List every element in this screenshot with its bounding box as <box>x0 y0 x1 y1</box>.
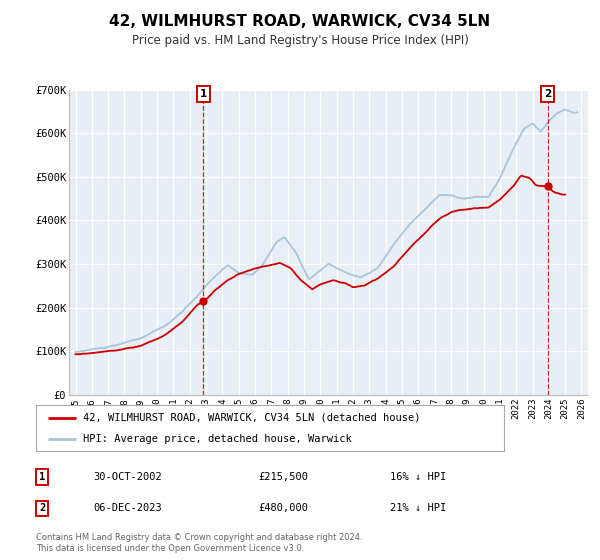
Text: 06-DEC-2023: 06-DEC-2023 <box>93 503 162 514</box>
Text: £480,000: £480,000 <box>258 503 308 514</box>
Text: 42, WILMHURST ROAD, WARWICK, CV34 5LN (detached house): 42, WILMHURST ROAD, WARWICK, CV34 5LN (d… <box>83 413 420 423</box>
Text: Price paid vs. HM Land Registry's House Price Index (HPI): Price paid vs. HM Land Registry's House … <box>131 34 469 46</box>
Text: 21% ↓ HPI: 21% ↓ HPI <box>390 503 446 514</box>
Text: 42, WILMHURST ROAD, WARWICK, CV34 5LN: 42, WILMHURST ROAD, WARWICK, CV34 5LN <box>109 14 491 29</box>
Text: Contains HM Land Registry data © Crown copyright and database right 2024.
This d: Contains HM Land Registry data © Crown c… <box>36 533 362 553</box>
Text: 1: 1 <box>39 472 45 482</box>
Text: £215,500: £215,500 <box>258 472 308 482</box>
Text: 2: 2 <box>544 89 551 99</box>
Text: 1: 1 <box>200 89 207 99</box>
Text: 30-OCT-2002: 30-OCT-2002 <box>93 472 162 482</box>
Text: 16% ↓ HPI: 16% ↓ HPI <box>390 472 446 482</box>
Text: HPI: Average price, detached house, Warwick: HPI: Average price, detached house, Warw… <box>83 435 352 444</box>
Text: 2: 2 <box>39 503 45 514</box>
